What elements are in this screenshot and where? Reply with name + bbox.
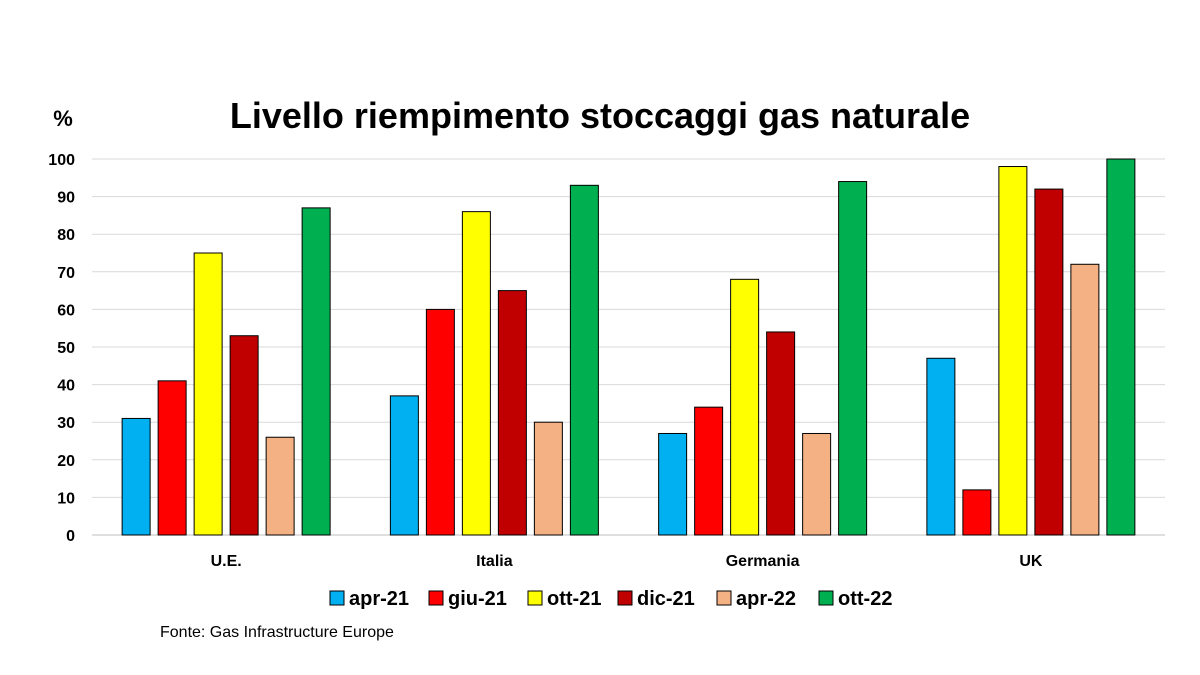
- bar-dic-21-Germania: [766, 331, 796, 536]
- bar-ott-22-U.E.: [301, 207, 331, 536]
- bar-ott-22-UK: [1106, 158, 1136, 536]
- y-axis-unit-label: %: [53, 106, 73, 131]
- bar-ott-21-UK: [998, 166, 1028, 536]
- legend-label-apr-21: apr-21: [349, 588, 409, 610]
- y-tick-label: 20: [57, 453, 75, 470]
- bar-giu-21-Germania: [694, 406, 724, 536]
- x-tick-label: U.E.: [211, 553, 242, 570]
- bar-apr-21-Italia: [389, 395, 419, 536]
- legend-label-apr-22: apr-22: [736, 588, 796, 610]
- y-tick-label: 10: [57, 490, 75, 507]
- bar-ott-22-Germania: [838, 181, 868, 536]
- bar-ott-21-U.E.: [193, 252, 223, 536]
- legend-label-ott-21: ott-21: [547, 588, 601, 610]
- bar-giu-21-UK: [962, 489, 992, 536]
- y-tick-label: 50: [57, 340, 75, 357]
- x-axis-ticks: U.E. Italia Germania UK: [211, 553, 1043, 570]
- legend-swatch-ott-22: [818, 590, 834, 606]
- x-tick-label: Germania: [726, 553, 800, 570]
- y-tick-label: 40: [57, 378, 75, 395]
- bar-apr-22-UK: [1070, 263, 1100, 536]
- bar-dic-21-Italia: [497, 290, 527, 536]
- bar-ott-22-Italia: [569, 184, 599, 536]
- bar-apr-22-Italia: [533, 421, 563, 536]
- legend-label-dic-21: dic-21: [637, 588, 695, 610]
- bar-dic-21-U.E.: [229, 335, 259, 536]
- x-tick-label: UK: [1019, 553, 1043, 570]
- bar-dic-21-UK: [1034, 188, 1064, 536]
- y-axis-ticks: 0 10 20 30 40 50 60 70 80 90 100: [48, 152, 75, 545]
- bars: [121, 158, 1136, 536]
- legend-swatch-apr-21: [329, 590, 345, 606]
- y-tick-label: 60: [57, 302, 75, 319]
- legend-swatch-giu-21: [428, 590, 444, 606]
- legend-label-giu-21: giu-21: [448, 588, 507, 610]
- bar-apr-21-U.E.: [121, 417, 151, 536]
- y-tick-label: 70: [57, 265, 75, 282]
- y-tick-label: 100: [48, 152, 75, 169]
- bar-apr-22-Germania: [802, 432, 832, 536]
- bar-giu-21-Italia: [425, 308, 455, 536]
- y-tick-label: 90: [57, 190, 75, 207]
- y-tick-label: 0: [66, 528, 75, 545]
- legend-swatch-ott-21: [527, 590, 543, 606]
- legend: apr-21 giu-21 ott-21 dic-21 apr-22 ott-22: [329, 588, 892, 610]
- bar-apr-22-U.E.: [265, 436, 295, 536]
- y-tick-label: 80: [57, 227, 75, 244]
- chart-title: Livello riempimento stoccaggi gas natura…: [230, 95, 970, 136]
- source-note: Fonte: Gas Infrastructure Europe: [160, 624, 394, 641]
- bar-giu-21-U.E.: [157, 380, 187, 536]
- legend-swatch-dic-21: [617, 590, 633, 606]
- bar-apr-21-Germania: [658, 432, 688, 536]
- legend-label-ott-22: ott-22: [838, 588, 892, 610]
- bar-ott-21-Italia: [461, 211, 491, 536]
- bar-apr-21-UK: [926, 357, 956, 536]
- bar-ott-21-Germania: [730, 278, 760, 536]
- legend-swatch-apr-22: [716, 590, 732, 606]
- y-tick-label: 30: [57, 415, 75, 432]
- x-tick-label: Italia: [476, 553, 513, 570]
